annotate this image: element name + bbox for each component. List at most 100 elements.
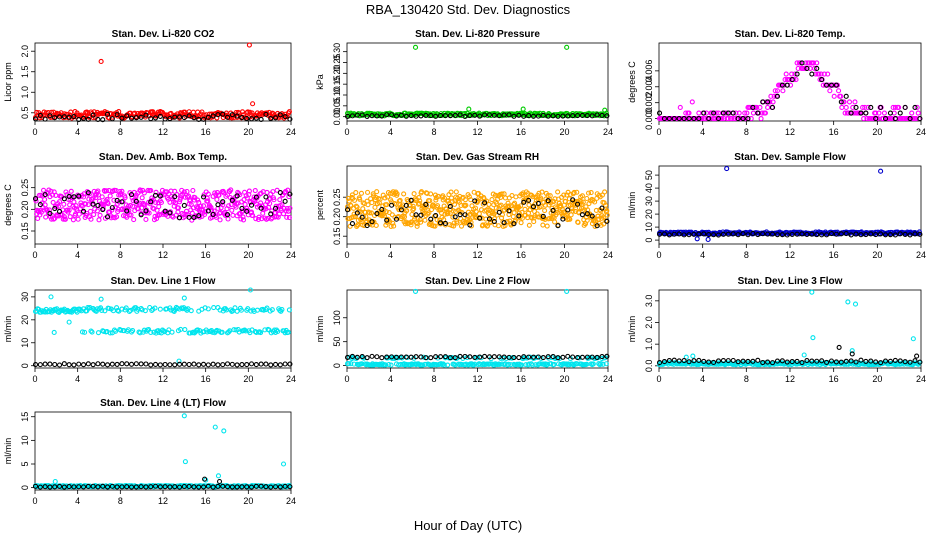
x-tick-label: 0	[656, 374, 661, 384]
data-point	[349, 194, 355, 201]
plot-title: Stan. Dev. Sample Flow	[734, 152, 846, 163]
data-point	[501, 220, 507, 226]
data-point	[676, 231, 682, 237]
data-point	[547, 193, 553, 199]
data-point	[143, 208, 149, 214]
data-point	[184, 188, 190, 195]
data-point	[550, 354, 556, 360]
x-tick-label: 8	[431, 250, 436, 260]
data-point	[191, 484, 197, 490]
y-tick-label: 0.0	[644, 360, 654, 373]
data-point	[359, 361, 365, 367]
data-point	[279, 307, 285, 313]
data-point	[594, 354, 600, 361]
data-point	[735, 359, 741, 365]
data-point	[477, 215, 483, 221]
data-point	[217, 217, 223, 223]
data-point	[191, 361, 197, 367]
data-point	[103, 188, 110, 194]
data-point	[131, 217, 137, 223]
data-point	[162, 116, 168, 122]
data-point	[52, 484, 58, 490]
data-point	[271, 197, 277, 203]
data-point	[521, 113, 527, 119]
data-point	[853, 359, 859, 365]
data-point	[848, 358, 854, 364]
data-point	[873, 232, 879, 238]
x-tick-label: 16	[829, 374, 839, 384]
data-point	[762, 110, 768, 116]
data-point	[176, 484, 183, 490]
data-point	[61, 361, 67, 367]
y-tick-label: 2.0	[644, 316, 654, 329]
data-point	[71, 194, 77, 200]
data-point	[512, 200, 518, 206]
data-point	[106, 305, 112, 312]
data-point	[477, 113, 483, 119]
data-point	[188, 308, 194, 314]
data-point	[196, 199, 202, 206]
data-point	[671, 231, 677, 237]
x-tick-label: 4	[700, 250, 705, 260]
data-point	[552, 219, 558, 225]
data-point	[258, 116, 264, 122]
data-point	[95, 361, 101, 367]
data-point	[564, 288, 570, 294]
data-point	[55, 203, 62, 209]
data-point	[205, 362, 211, 368]
data-point	[462, 353, 468, 360]
data-point	[604, 113, 610, 119]
data-point	[491, 218, 497, 225]
data-point	[579, 354, 585, 360]
data-point	[438, 207, 444, 213]
data-point	[229, 484, 235, 490]
data-point	[915, 110, 921, 116]
x-tick-label: 12	[158, 127, 168, 137]
data-point	[104, 111, 111, 117]
data-point	[794, 60, 800, 66]
data-point	[725, 358, 731, 364]
data-point	[486, 354, 493, 360]
data-point	[789, 231, 795, 238]
chart-stan-dev-li-820-pressure: Stan. Dev. Li-820 Pressure kPa 0 4 8 12 16 20 24…	[315, 29, 613, 137]
data-point	[215, 473, 222, 479]
data-point	[565, 353, 571, 359]
data-point	[367, 210, 373, 216]
data-point	[389, 212, 395, 218]
data-point	[374, 211, 380, 217]
data-point	[768, 93, 774, 99]
data-point	[80, 484, 87, 490]
chart-stan-dev-gas-stream-rh: Stan. Dev. Gas Stream RH percent 0 4 8 12 16 20…	[315, 152, 613, 260]
data-point	[115, 208, 121, 215]
data-point	[128, 115, 135, 121]
data-point	[216, 192, 222, 198]
data-point	[66, 193, 72, 199]
data-point	[892, 232, 898, 238]
data-point	[286, 215, 292, 221]
data-point	[496, 209, 502, 215]
data-point	[486, 201, 492, 207]
data-point	[860, 104, 866, 111]
data-point	[348, 361, 354, 367]
data-point	[843, 104, 849, 111]
y-axis-label: Licor ppm	[3, 62, 13, 102]
data-point	[442, 220, 448, 227]
data-point	[391, 223, 397, 229]
data-point	[420, 362, 426, 368]
y-tick-label: 0.15	[20, 222, 30, 240]
data-point	[114, 214, 120, 220]
data-point	[244, 484, 250, 490]
data-point	[52, 206, 58, 212]
data-point	[234, 113, 240, 119]
data-point	[220, 362, 226, 368]
data-point	[477, 354, 483, 360]
data-point	[156, 204, 162, 210]
data-point	[539, 189, 545, 195]
data-point	[565, 113, 571, 119]
data-point	[476, 211, 482, 217]
data-point	[814, 60, 820, 66]
y-tick-label: 30	[20, 292, 30, 302]
data-point	[104, 484, 111, 490]
data-point	[745, 116, 751, 122]
x-tick-label: 12	[158, 374, 168, 384]
